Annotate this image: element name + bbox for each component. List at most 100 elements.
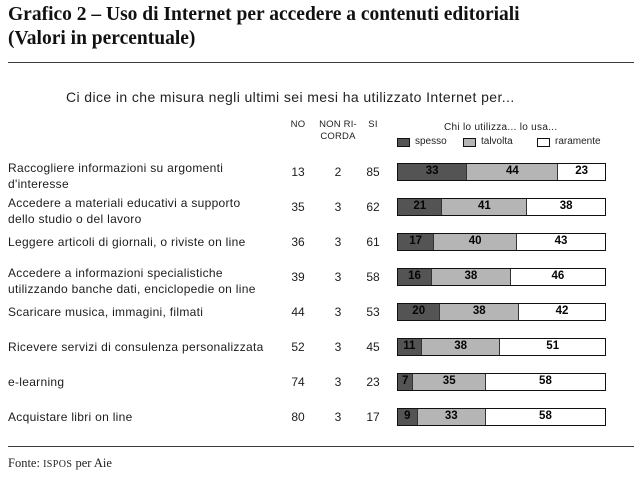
- bar-value-label: 58: [539, 374, 552, 387]
- table-cell-non-ricorda: 3: [334, 269, 342, 284]
- subtitle-line: (Valori in percentuale): [8, 27, 196, 49]
- bar-value-label: 7: [402, 374, 409, 387]
- table-cell-no: 35: [291, 199, 305, 214]
- bar-value-label: 33: [444, 409, 458, 422]
- table-cell-si: 53: [366, 304, 380, 319]
- bar-segment-talvolta: 41: [441, 198, 527, 215]
- bar-segment-talvolta: 38: [431, 268, 510, 285]
- bar-segment-raramente: 43: [515, 233, 605, 250]
- legend-item-spesso: spesso: [397, 136, 447, 148]
- table-cell-non-ricorda: 3: [334, 199, 342, 214]
- bar-value-label: 38: [464, 269, 478, 282]
- table-cell-si: 85: [366, 164, 380, 179]
- row-label: Raccogliere informazioni su argomenti d'…: [8, 161, 224, 191]
- table-cell-no: 44: [291, 304, 305, 319]
- bar-value-label: 35: [442, 374, 456, 387]
- column-header-no: NO: [290, 119, 306, 130]
- bar-value-label: 11: [403, 339, 416, 352]
- legend-label-spesso: spesso: [415, 136, 447, 147]
- bar-value-label: 42: [555, 304, 569, 317]
- row-label: Ricevere servizi di consulenza personali…: [8, 339, 264, 354]
- stacked-bar: 7 35 58: [397, 372, 606, 391]
- bar-segment-raramente: 58: [484, 373, 605, 390]
- table-cell-no: 52: [291, 339, 305, 354]
- bar-segment-talvolta: 35: [412, 373, 485, 390]
- top-rule: [8, 62, 634, 63]
- column-header-si: SI: [368, 119, 378, 130]
- bar-segment-raramente: 42: [518, 303, 605, 320]
- bar-value-label: 33: [425, 164, 439, 177]
- legend-label-talvolta: talvolta: [481, 136, 513, 147]
- bar-segment-spesso: 7: [398, 373, 413, 390]
- stacked-bar: 20 38 42: [397, 302, 606, 321]
- table-cell-si: 45: [366, 339, 380, 354]
- source-label: Fonte:: [8, 456, 40, 470]
- table-cell-no: 36: [291, 234, 305, 249]
- table-cell-no: 80: [291, 409, 305, 424]
- table-cell-non-ricorda: 3: [334, 304, 342, 319]
- source-org: ISPOS: [43, 459, 73, 470]
- legend-item-raramente: raramente: [537, 136, 601, 148]
- stacked-bar: 11 38 51: [397, 337, 606, 356]
- bar-segment-spesso: 33: [398, 163, 467, 180]
- stacked-bar: 16 38 46: [397, 267, 606, 286]
- table-cell-non-ricorda: 2: [334, 164, 342, 179]
- bar-segment-talvolta: 44: [466, 163, 558, 180]
- bar-value-label: 38: [454, 339, 467, 352]
- survey-question: Ci dice in che misura negli ultimi sei m…: [66, 89, 515, 105]
- bar-value-label: 43: [554, 234, 568, 247]
- bar-value-label: 58: [539, 409, 552, 422]
- stacked-bar: 33 44 23: [397, 162, 606, 181]
- bar-value-label: 40: [468, 234, 482, 247]
- bar-segment-talvolta: 33: [416, 408, 485, 425]
- table-cell-non-ricorda: 3: [334, 374, 342, 389]
- bar-value-label: 9: [404, 409, 411, 422]
- bar-value-label: 17: [409, 234, 422, 247]
- legend-item-talvolta: talvolta: [463, 136, 513, 148]
- row-label: Acquistare libri on line: [8, 409, 133, 424]
- bar-segment-raramente: 46: [509, 268, 605, 285]
- row-label: Accedere a materiali educativi a support…: [8, 196, 241, 226]
- table-cell-si: 58: [366, 269, 380, 284]
- bar-value-label: 41: [478, 199, 491, 212]
- bar-value-label: 51: [546, 339, 560, 352]
- table-cell-non-ricorda: 3: [334, 234, 342, 249]
- stacked-bar: 17 40 43: [397, 232, 606, 251]
- source-rest: per Aie: [75, 456, 112, 470]
- chart-title: Grafico 2 – Uso di Internet per accedere…: [8, 3, 520, 50]
- bar-segment-raramente: 51: [499, 338, 605, 355]
- bar-value-label: 38: [472, 304, 486, 317]
- bar-value-label: 38: [559, 199, 573, 212]
- legend-label-raramente: raramente: [555, 136, 601, 147]
- source-note: Fonte: ISPOS per Aie: [8, 455, 112, 473]
- row-label: e-learning: [8, 374, 65, 389]
- bar-value-label: 16: [408, 269, 421, 282]
- table-cell-si: 61: [366, 234, 380, 249]
- title-line: Grafico 2 – Uso di Internet per accedere…: [8, 4, 520, 25]
- bar-value-label: 44: [505, 164, 519, 177]
- legend-title: Chi lo utilizza... lo usa...: [444, 122, 558, 133]
- table-cell-non-ricorda: 3: [334, 339, 342, 354]
- bar-segment-spesso: 11: [398, 338, 421, 355]
- table-cell-si: 17: [366, 409, 380, 424]
- legend-swatch-spesso: [397, 137, 410, 147]
- row-label: Scaricare musica, immagini, filmati: [8, 304, 204, 319]
- bar-segment-spesso: 16: [398, 268, 432, 285]
- table-cell-si: 62: [366, 199, 380, 214]
- table-cell-si: 23: [366, 374, 380, 389]
- bar-segment-talvolta: 40: [433, 233, 516, 250]
- legend-swatch-talvolta: [463, 137, 476, 147]
- bar-segment-raramente: 23: [557, 163, 605, 180]
- bar-value-label: 21: [413, 199, 427, 212]
- stacked-bar: 9 33 58: [397, 407, 606, 426]
- bar-segment-talvolta: 38: [420, 338, 500, 355]
- row-label: Accedere a informazioni specialistiche u…: [8, 266, 256, 296]
- bar-segment-spesso: 9: [398, 408, 417, 425]
- table-cell-no: 74: [291, 374, 305, 389]
- table-cell-no: 13: [291, 164, 305, 179]
- bar-value-label: 23: [575, 164, 589, 177]
- table-cell-no: 39: [291, 269, 305, 284]
- bottom-rule: [8, 446, 634, 447]
- bar-segment-talvolta: 38: [439, 303, 519, 320]
